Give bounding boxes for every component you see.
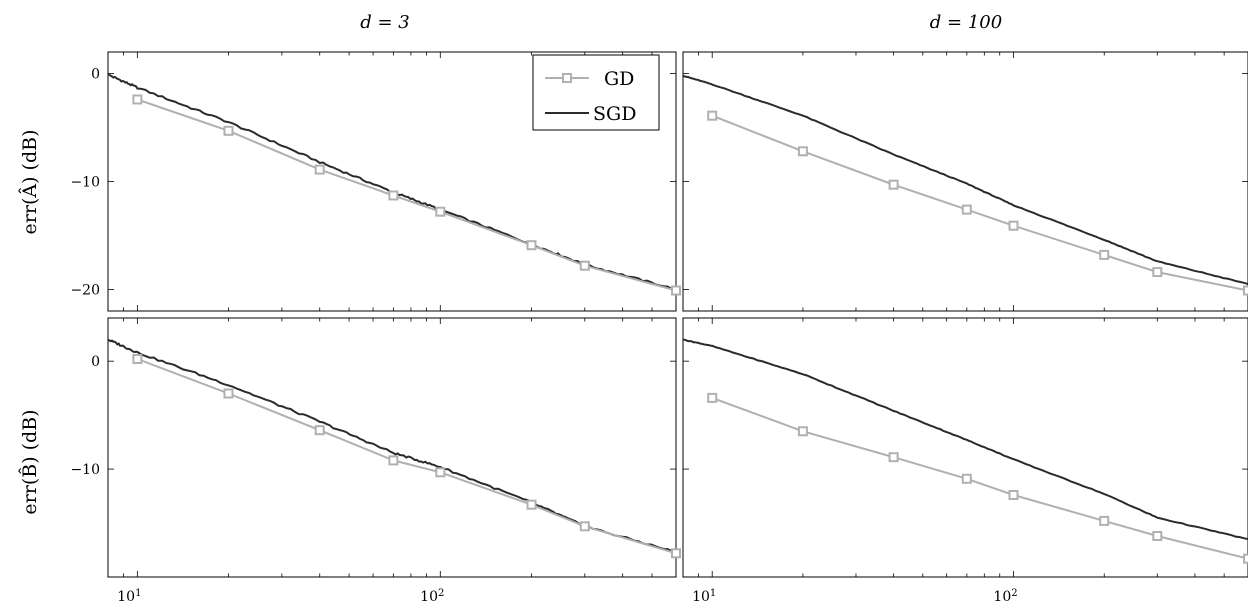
series-gd-marker — [223, 125, 234, 136]
series-gd-marker — [1099, 249, 1110, 260]
series-gd-marker — [797, 146, 808, 157]
series-gd-marker — [961, 473, 972, 484]
series-sgd-line — [683, 338, 1248, 541]
y-tick-label: 0 — [91, 354, 100, 370]
column-title-d3: d = 3 — [360, 12, 410, 33]
series-gd-marker — [579, 521, 590, 532]
series-gd-marker — [888, 179, 899, 190]
series-gd-marker — [1008, 220, 1019, 231]
series-gd-marker — [797, 426, 808, 437]
series-gd-marker — [526, 499, 537, 510]
series-gd-marker — [1243, 285, 1248, 296]
series-gd-line — [711, 396, 1248, 560]
series-gd-marker — [388, 190, 399, 201]
series-gd-line — [137, 358, 676, 555]
series-gd-marker — [707, 110, 718, 121]
series-gd-marker — [579, 260, 590, 271]
series-gd-marker — [707, 392, 718, 403]
series-sgd-line — [108, 338, 676, 554]
series-gd-line — [137, 98, 676, 292]
series-sgd-line — [683, 74, 1248, 285]
legend-gd-label: GD — [604, 68, 634, 90]
plot-frame — [682, 51, 1248, 312]
series-gd-marker — [1099, 515, 1110, 526]
series-gd-marker — [132, 354, 143, 364]
panel-bottom-left: 101 102 0 −10 — [70, 317, 681, 606]
legend-sgd-label: SGD — [593, 103, 636, 125]
plot-frame — [682, 317, 1248, 578]
series-gd-marker — [132, 94, 143, 105]
series-gd-marker — [1243, 553, 1248, 564]
column-title-d100: d = 100 — [930, 12, 1002, 33]
y-tick-label: 0 — [91, 67, 100, 83]
plot-frame — [107, 317, 677, 578]
y-tick-label: −20 — [70, 282, 100, 298]
panel-top-right — [682, 51, 1248, 312]
series-gd-marker — [671, 285, 681, 296]
y-tick-label: −10 — [70, 462, 100, 478]
series-gd-marker — [435, 467, 446, 478]
legend: GD SGD — [532, 54, 660, 131]
x-tick-label: 102 — [993, 588, 1017, 606]
series-gd-marker — [888, 452, 899, 463]
series-gd-marker — [671, 548, 681, 559]
series-gd-marker — [435, 206, 446, 217]
row-label-error-a: err(Â) (dB) — [18, 130, 41, 235]
series-gd-line — [711, 114, 1248, 292]
legend-gd-marker — [562, 73, 572, 83]
series-gd-marker — [1152, 531, 1163, 541]
series-gd-marker — [388, 455, 399, 466]
x-tick-label: 102 — [420, 588, 444, 606]
series-gd-marker — [526, 240, 537, 251]
x-tick-label: 101 — [692, 588, 716, 606]
y-tick-label: −10 — [70, 175, 100, 191]
series-gd-marker — [961, 204, 972, 215]
series-gd-marker — [223, 388, 234, 399]
series-gd-marker — [314, 164, 325, 175]
panel-top-left: 0 −10 −20 — [70, 51, 681, 312]
row-label-error-b: err(B̂) (dB) — [19, 409, 41, 514]
series-gd-marker — [1008, 490, 1019, 500]
legend-box — [532, 54, 660, 131]
series-gd-marker — [314, 425, 325, 436]
x-tick-label: 101 — [117, 588, 141, 606]
panel-bottom-right: 101 102 — [682, 317, 1248, 606]
series-gd-marker — [1152, 267, 1163, 278]
